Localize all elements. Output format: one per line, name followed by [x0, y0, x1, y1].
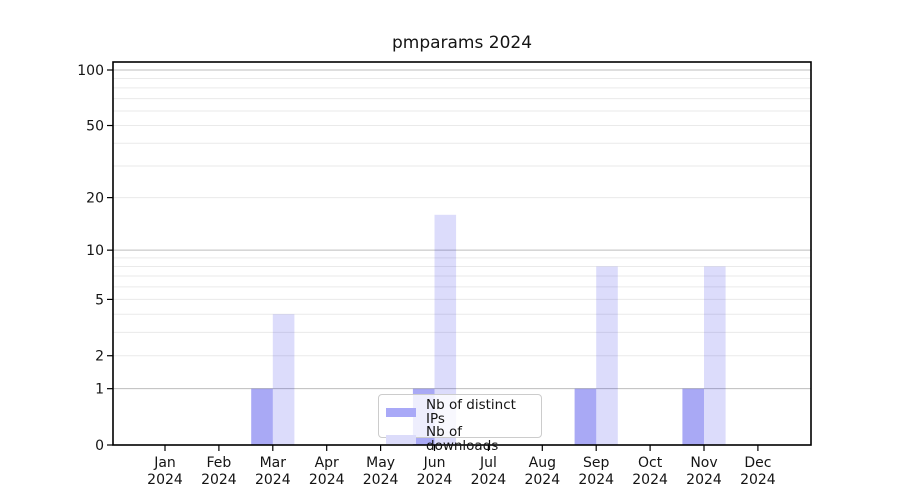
- chart-title: pmparams 2024: [391, 33, 533, 53]
- y-tick-label-50: 50: [86, 119, 104, 135]
- bar-downloads-sep: [596, 266, 618, 445]
- x-tick-label-year-nov: 2024: [686, 472, 722, 488]
- y-tick-label-5: 5: [95, 292, 104, 308]
- x-tick-label-month-feb: Feb: [207, 455, 232, 471]
- x-tick-label-month-dec: Dec: [744, 455, 771, 471]
- plot-border: [112, 61, 812, 446]
- x-tick-label-month-oct: Oct: [638, 455, 663, 471]
- x-tick-label-month-nov: Nov: [690, 455, 717, 471]
- x-tick-label-year-mar: 2024: [255, 472, 291, 488]
- legend-swatch-downloads-icon: [386, 435, 416, 444]
- y-tick-label-0: 0: [95, 438, 104, 454]
- x-tick-label-month-aug: Aug: [529, 455, 556, 471]
- bar-distinct-ips-mar: [251, 388, 273, 445]
- legend-item-downloads: Nb of downloads: [386, 424, 533, 454]
- y-tick-label-10: 10: [86, 243, 104, 259]
- x-tick-label-year-dec: 2024: [740, 472, 776, 488]
- y-tick-label-100: 100: [77, 63, 104, 79]
- legend-item-distinct-ips: Nb of distinct IPs: [386, 397, 533, 427]
- bar-downloads-mar: [272, 314, 295, 445]
- x-tick-label-month-jun: Jun: [423, 455, 446, 471]
- x-tick-label-year-jun: 2024: [417, 472, 453, 488]
- y-tick-label-1: 1: [95, 382, 104, 398]
- bar-downloads-jun: [434, 214, 457, 445]
- legend: Nb of distinct IPs Nb of downloads: [378, 394, 542, 452]
- x-tick-label-month-mar: Mar: [260, 455, 287, 471]
- x-tick-label-month-jul: Jul: [479, 455, 497, 471]
- bar-downloads-nov: [704, 266, 726, 445]
- y-tick-label-20: 20: [86, 191, 104, 207]
- x-tick-label-year-sep: 2024: [578, 472, 614, 488]
- x-tick-label-year-apr: 2024: [309, 472, 345, 488]
- legend-label-downloads: Nb of downloads: [426, 424, 499, 454]
- x-tick-label-year-oct: 2024: [632, 472, 668, 488]
- legend-label-distinct-ips: Nb of distinct IPs: [426, 397, 516, 427]
- x-tick-label-year-may: 2024: [363, 472, 399, 488]
- x-tick-label-month-sep: Sep: [583, 455, 610, 471]
- bar-distinct-ips-nov: [682, 388, 704, 445]
- y-tick-label-2: 2: [95, 349, 104, 365]
- x-tick-label-month-may: May: [366, 455, 395, 471]
- x-tick-label-month-jan: Jan: [153, 455, 176, 471]
- legend-swatch-distinct-ips-icon: [386, 408, 416, 417]
- x-tick-label-month-apr: Apr: [315, 455, 339, 471]
- x-tick-label-year-aug: 2024: [524, 472, 560, 488]
- bar-distinct-ips-sep: [574, 388, 597, 445]
- x-tick-label-year-jan: 2024: [147, 472, 183, 488]
- x-tick-label-year-jul: 2024: [471, 472, 507, 488]
- x-tick-label-year-feb: 2024: [201, 472, 237, 488]
